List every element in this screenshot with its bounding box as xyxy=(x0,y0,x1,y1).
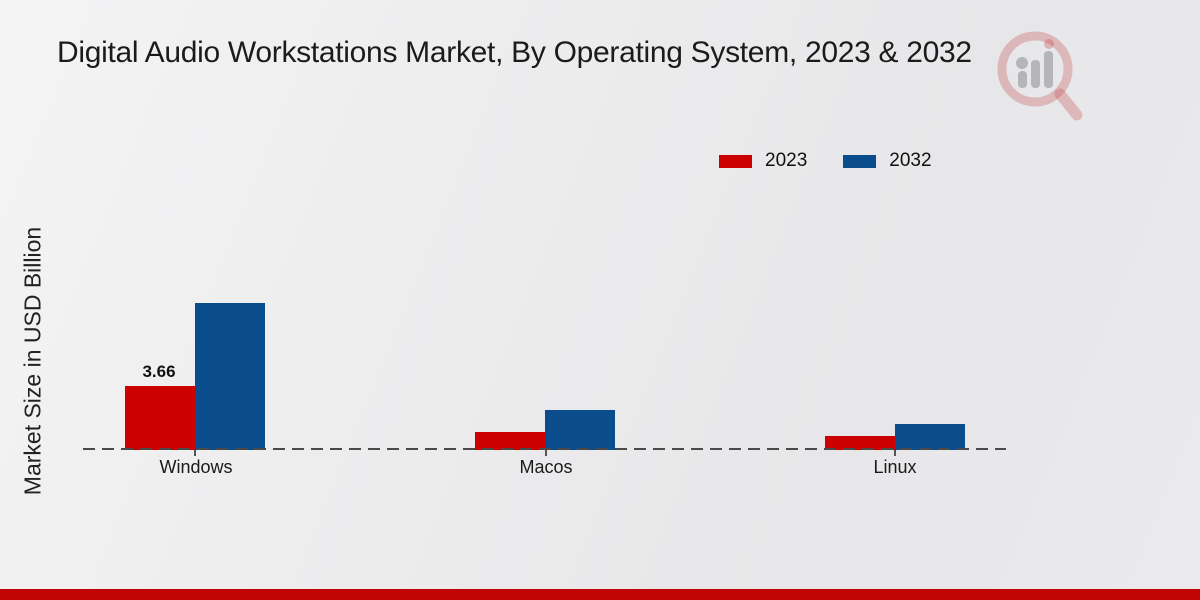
bar-2032-windows xyxy=(195,303,265,450)
legend-swatch-2032 xyxy=(843,154,877,168)
legend-swatch-2023 xyxy=(719,154,752,168)
x-label-macos: Macos xyxy=(519,457,573,477)
x-label-windows: Windows xyxy=(159,457,233,477)
x-label-linux: Linux xyxy=(873,457,917,477)
chart-title: Digital Audio Workstations Market, By Op… xyxy=(57,36,972,69)
legend: 2023 2032 xyxy=(719,150,932,172)
magnifier-bar-chart-logo-icon xyxy=(997,31,1083,121)
x-tick-linux xyxy=(894,450,896,456)
y-axis-label: Market Size in USD Billion xyxy=(19,226,46,496)
bar-2023-windows xyxy=(125,386,195,450)
legend-label-2023: 2023 xyxy=(765,150,808,171)
bar-2023-linux xyxy=(825,436,895,450)
bar-2023-macos xyxy=(475,432,545,450)
footer-accent-bar xyxy=(0,589,1200,600)
legend-label-2032: 2032 xyxy=(889,150,932,171)
bar-2032-macos xyxy=(545,410,615,450)
bar-2032-linux xyxy=(895,424,965,450)
x-tick-windows xyxy=(194,450,196,456)
bar-value-label: 3.66 xyxy=(142,362,176,381)
x-axis-baseline xyxy=(83,448,1006,450)
x-tick-macos xyxy=(545,450,547,456)
